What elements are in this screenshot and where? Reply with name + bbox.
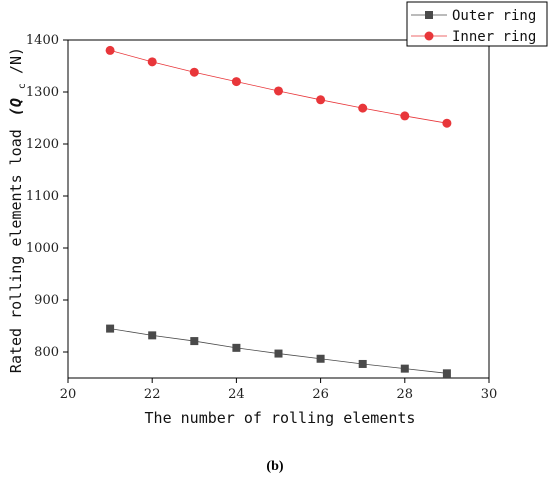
series-outer-ring xyxy=(106,324,451,378)
y-tick-label: 1100 xyxy=(26,189,59,204)
plot-frame xyxy=(67,39,490,379)
legend-label: Inner ring xyxy=(452,29,536,45)
y-tick-label: 1200 xyxy=(26,137,59,152)
data-point-inner-ring xyxy=(400,111,410,121)
data-point-inner-ring xyxy=(442,118,452,128)
legend-marker xyxy=(425,11,433,19)
y-tick-label: 1000 xyxy=(26,241,59,256)
data-point-inner-ring xyxy=(316,95,326,105)
y-tick-label: 900 xyxy=(34,293,59,308)
x-tick-label: 22 xyxy=(144,387,161,402)
data-point-outer-ring xyxy=(190,337,199,346)
legend: Outer ring Inner ring xyxy=(406,1,548,47)
series-layer xyxy=(105,45,452,378)
legend-item-inner-ring: Inner ring xyxy=(411,29,536,45)
legend-label: Outer ring xyxy=(452,8,536,24)
data-point-outer-ring xyxy=(274,349,283,358)
y-tick-label: 1300 xyxy=(26,85,59,100)
data-point-outer-ring xyxy=(358,359,367,368)
data-point-outer-ring xyxy=(316,354,325,363)
y-axis: 800 900 1000 1100 1200 1300 1400 xyxy=(26,33,68,360)
y-axis-title-main: Rated rolling elements load xyxy=(7,129,25,373)
y-tick-label: 800 xyxy=(34,345,59,360)
x-tick-label: 26 xyxy=(312,387,329,402)
x-tick-label: 24 xyxy=(228,387,245,402)
x-tick-label: 20 xyxy=(60,387,77,402)
x-tick-label: 28 xyxy=(397,387,414,402)
y-axis-title-unit: /N) xyxy=(7,47,25,74)
legend-marker xyxy=(424,31,434,41)
data-point-outer-ring xyxy=(232,343,241,352)
y-axis-title-sub: c xyxy=(17,83,28,89)
y-axis-title: Rated rolling elements load (Q c /N) xyxy=(7,47,29,373)
data-point-outer-ring xyxy=(442,369,451,378)
y-tick-label: 1400 xyxy=(26,33,59,48)
x-axis-title: The number of rolling elements xyxy=(145,409,416,427)
x-tick-label: 30 xyxy=(481,387,498,402)
data-point-inner-ring xyxy=(358,103,368,113)
y-axis-title-math: (Q xyxy=(7,98,25,116)
data-point-outer-ring xyxy=(106,324,115,333)
data-point-outer-ring xyxy=(400,364,409,373)
figure-caption: (b) xyxy=(266,459,283,474)
data-point-inner-ring xyxy=(147,57,157,67)
data-point-inner-ring xyxy=(231,77,241,87)
data-point-inner-ring xyxy=(105,45,115,55)
x-axis: 20 22 24 26 28 30 xyxy=(60,378,498,402)
data-point-outer-ring xyxy=(148,331,157,340)
series-inner-ring xyxy=(105,45,452,128)
data-point-inner-ring xyxy=(189,67,199,77)
legend-item-outer-ring: Outer ring xyxy=(411,8,536,24)
data-point-inner-ring xyxy=(274,86,283,96)
